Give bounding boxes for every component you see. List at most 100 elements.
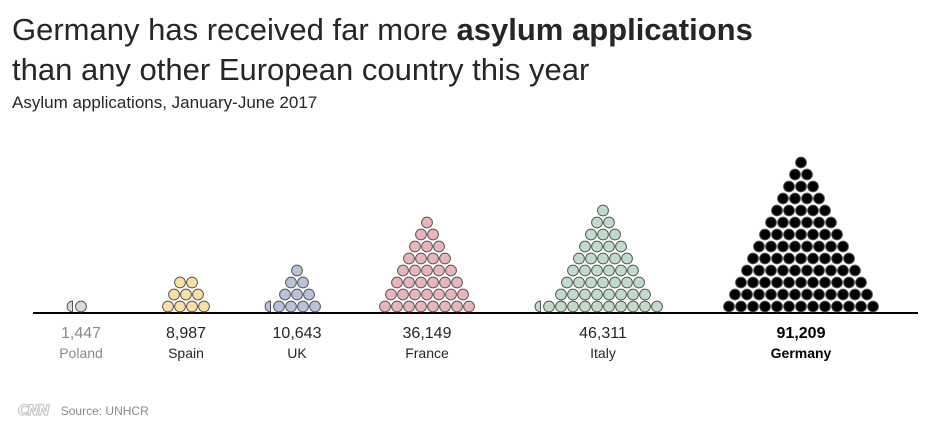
dot bbox=[795, 156, 807, 169]
category-label-italy: Italy bbox=[590, 345, 616, 361]
dot bbox=[807, 276, 819, 289]
dot bbox=[579, 240, 591, 253]
dot bbox=[753, 240, 765, 253]
dot bbox=[415, 300, 427, 313]
dot bbox=[753, 288, 765, 301]
dot bbox=[759, 276, 771, 289]
half-dot bbox=[66, 300, 73, 313]
value-label-uk: 10,643 bbox=[273, 325, 322, 342]
cnn-logo: CNN bbox=[17, 402, 50, 419]
dot bbox=[627, 288, 639, 301]
dot bbox=[813, 264, 825, 277]
dot bbox=[615, 288, 627, 301]
dot bbox=[609, 276, 621, 289]
dot bbox=[819, 228, 831, 241]
dot bbox=[579, 300, 591, 313]
dot bbox=[765, 240, 777, 253]
dot bbox=[597, 228, 609, 241]
dot bbox=[795, 204, 807, 217]
dot bbox=[795, 276, 807, 289]
dot bbox=[186, 276, 198, 289]
dot bbox=[603, 300, 615, 313]
dot bbox=[597, 204, 609, 217]
dot bbox=[801, 288, 813, 301]
dot bbox=[603, 216, 615, 229]
dot bbox=[409, 288, 421, 301]
dot bbox=[735, 276, 747, 289]
dot bbox=[309, 300, 321, 313]
dot bbox=[463, 300, 475, 313]
dot bbox=[609, 228, 621, 241]
dot bbox=[819, 252, 831, 265]
value-label-france: 36,149 bbox=[403, 325, 452, 342]
dot bbox=[831, 252, 843, 265]
dot bbox=[385, 288, 397, 301]
dot bbox=[379, 300, 391, 313]
dot bbox=[759, 228, 771, 241]
dot bbox=[603, 288, 615, 301]
dot bbox=[831, 228, 843, 241]
title-bold: asylum applications bbox=[456, 12, 753, 47]
dot bbox=[861, 288, 873, 301]
dot bbox=[855, 300, 867, 313]
dot bbox=[585, 252, 597, 265]
dot bbox=[391, 276, 403, 289]
dot bbox=[591, 216, 603, 229]
chart-title: Germany has received far more asylum app… bbox=[12, 10, 932, 90]
dot bbox=[825, 264, 837, 277]
source-note: Source: UNHCR bbox=[60, 404, 149, 418]
dot bbox=[831, 276, 843, 289]
dot bbox=[783, 276, 795, 289]
dot bbox=[180, 288, 192, 301]
dot bbox=[445, 264, 457, 277]
dot bbox=[849, 288, 861, 301]
dot bbox=[603, 240, 615, 253]
dot bbox=[427, 276, 439, 289]
dot bbox=[795, 228, 807, 241]
dot bbox=[186, 300, 198, 313]
half-dot bbox=[534, 300, 541, 313]
dot bbox=[777, 264, 789, 277]
dot bbox=[801, 264, 813, 277]
dot bbox=[777, 216, 789, 229]
dot bbox=[415, 276, 427, 289]
dot bbox=[789, 168, 801, 181]
dot-group-uk bbox=[264, 264, 321, 313]
dot bbox=[771, 204, 783, 217]
dot bbox=[421, 216, 433, 229]
dot bbox=[819, 204, 831, 217]
dot bbox=[591, 300, 603, 313]
dot-group-italy bbox=[534, 204, 663, 313]
dot bbox=[777, 192, 789, 205]
dot bbox=[421, 264, 433, 277]
value-label-germany: 91,209 bbox=[777, 325, 826, 342]
dot bbox=[639, 288, 651, 301]
dot bbox=[409, 264, 421, 277]
dot bbox=[783, 228, 795, 241]
dot bbox=[783, 252, 795, 265]
dot bbox=[849, 264, 861, 277]
dot bbox=[627, 300, 639, 313]
dot bbox=[807, 252, 819, 265]
dot bbox=[579, 288, 591, 301]
dot bbox=[451, 300, 463, 313]
pictogram-chart: 1,447 Poland 8,987 Spain 10,643 UK 36,149 Franc… bbox=[33, 156, 918, 361]
dot bbox=[297, 300, 309, 313]
dot bbox=[403, 300, 415, 313]
dot bbox=[427, 252, 439, 265]
dot bbox=[855, 276, 867, 289]
dot bbox=[789, 264, 801, 277]
dot bbox=[543, 300, 555, 313]
dot bbox=[831, 300, 843, 313]
dot bbox=[427, 300, 439, 313]
dot bbox=[771, 228, 783, 241]
dot bbox=[837, 288, 849, 301]
dot bbox=[801, 216, 813, 229]
dot bbox=[285, 276, 297, 289]
dot bbox=[795, 252, 807, 265]
value-label-spain: 8,987 bbox=[166, 325, 206, 342]
dot bbox=[795, 300, 807, 313]
dot bbox=[555, 288, 567, 301]
dot bbox=[783, 204, 795, 217]
dot bbox=[837, 264, 849, 277]
